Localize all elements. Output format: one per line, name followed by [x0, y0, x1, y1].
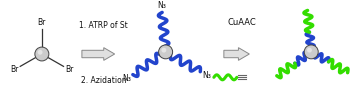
Circle shape: [35, 47, 49, 61]
Circle shape: [161, 48, 166, 53]
Text: 1. ATRP of St: 1. ATRP of St: [79, 21, 128, 30]
Circle shape: [37, 50, 43, 55]
Text: 2. Azidation: 2. Azidation: [81, 76, 127, 85]
Text: N₃: N₃: [202, 71, 211, 80]
Text: N₃: N₃: [157, 1, 166, 10]
Circle shape: [304, 45, 318, 59]
Circle shape: [159, 45, 173, 59]
Text: Br: Br: [37, 18, 46, 27]
Text: CuAAC: CuAAC: [228, 18, 256, 27]
Text: Br: Br: [10, 65, 18, 74]
Text: Br: Br: [66, 65, 74, 74]
Text: N₃: N₃: [123, 74, 131, 83]
FancyArrow shape: [82, 48, 115, 60]
FancyArrow shape: [224, 48, 249, 60]
Circle shape: [307, 48, 312, 53]
